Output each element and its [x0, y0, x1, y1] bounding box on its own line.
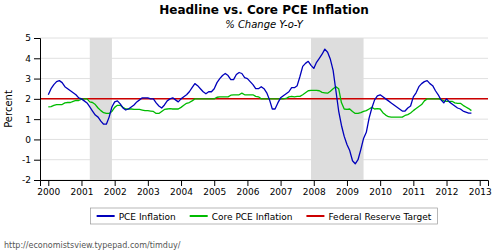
- axis-line: [41, 181, 489, 187]
- tick-mark: [34, 180, 40, 181]
- tick-mark: [34, 160, 40, 161]
- subtitle: % Change Y-o-Y: [225, 19, 303, 30]
- tick-label: 2005: [203, 187, 226, 197]
- tick: 2003: [137, 180, 160, 197]
- legend-label: Federal Reserve Target: [328, 212, 431, 222]
- tick-mark: [447, 180, 448, 186]
- plot-area: [40, 38, 488, 180]
- tick: 2010: [369, 180, 392, 197]
- tick-label: -1: [22, 155, 31, 165]
- source: http://economistsview.typepad.com/timduy…: [4, 241, 181, 250]
- tick-mark: [34, 58, 40, 59]
- tick-mark: [81, 180, 82, 186]
- series-line: [48, 49, 471, 164]
- legend-swatch: [306, 215, 324, 217]
- grid: [40, 38, 488, 180]
- tick: 2004: [170, 180, 193, 197]
- tick-mark: [214, 180, 215, 186]
- tick: 2008: [303, 180, 326, 197]
- tick-label: 2003: [137, 187, 160, 197]
- tick-mark: [34, 79, 40, 80]
- x-axis: 2000 2001 2002 2003 2004 2005 2006 2007 2008 2009…: [37, 180, 491, 197]
- tick-mark: [115, 180, 116, 186]
- tick: 2009: [336, 180, 359, 197]
- legend-item: Core PCE Inflation: [190, 212, 293, 222]
- legend-frame: [91, 208, 438, 224]
- tick: -2: [22, 175, 40, 185]
- legend-item: Federal Reserve Target: [306, 212, 431, 222]
- legend-label: PCE Inflation: [119, 212, 176, 222]
- tick-mark: [34, 99, 40, 100]
- tick-label: 2012: [436, 187, 459, 197]
- tick: 2001: [71, 180, 94, 197]
- tick: 1: [25, 115, 40, 125]
- tick-label: 2009: [336, 187, 359, 197]
- tick-label: 4: [25, 54, 31, 64]
- tick: 2013: [469, 180, 492, 197]
- tick: 3: [25, 74, 40, 84]
- tick-label: 5: [25, 33, 31, 43]
- tick-mark: [281, 180, 282, 186]
- tick: 2006: [236, 180, 259, 197]
- tick-label: 2006: [236, 187, 259, 197]
- tick: 2011: [402, 180, 425, 197]
- legend-item: PCE Inflation: [97, 212, 176, 222]
- tick-label: 2002: [104, 187, 127, 197]
- tick-mark: [247, 180, 248, 186]
- tick: 0: [25, 135, 40, 145]
- tick-mark: [148, 180, 149, 186]
- legend-swatch: [97, 215, 115, 217]
- legend-swatch: [190, 215, 208, 217]
- tick-label: 2000: [37, 187, 60, 197]
- tick-label: 2013: [469, 187, 492, 197]
- tick: 4: [25, 54, 40, 64]
- tick: 2000: [37, 180, 60, 197]
- tick: 2002: [104, 180, 127, 197]
- tick: 5: [25, 33, 40, 43]
- tick-label: 3: [25, 74, 31, 84]
- tick-mark: [48, 180, 49, 186]
- tick-mark: [480, 180, 481, 186]
- y-axis-title: Percent: [3, 90, 14, 128]
- tick: -1: [22, 155, 40, 165]
- tick: 2: [25, 94, 40, 104]
- tick-label: 0: [25, 135, 31, 145]
- chart: Headline vs. Core PCE Inflation % Change …: [0, 0, 500, 252]
- legend: PCE Inflation Core PCE Inflation Federal R…: [91, 208, 438, 224]
- tick-label: 1: [25, 115, 31, 125]
- title: Headline vs. Core PCE Inflation: [159, 3, 369, 17]
- axis-line: [34, 39, 41, 181]
- tick: 2007: [270, 180, 293, 197]
- tick-mark: [181, 180, 182, 186]
- series-line: [48, 87, 471, 117]
- tick-mark: [34, 119, 40, 120]
- tick-mark: [314, 180, 315, 186]
- tick-mark: [380, 180, 381, 186]
- tick-label: 2007: [270, 187, 293, 197]
- tick-label: 2: [25, 94, 31, 104]
- tick-label: 2004: [170, 187, 193, 197]
- tick-label: 2001: [71, 187, 94, 197]
- tick-mark: [413, 180, 414, 186]
- tick-label: 2008: [303, 187, 326, 197]
- tick: 2005: [203, 180, 226, 197]
- legend-label: Core PCE Inflation: [212, 212, 293, 222]
- tick-mark: [347, 180, 348, 186]
- tick-label: 2011: [402, 187, 425, 197]
- tick-label: 2010: [369, 187, 392, 197]
- tick-mark: [34, 139, 40, 140]
- tick-mark: [34, 38, 40, 39]
- tick-label: -2: [22, 175, 31, 185]
- tick: 2012: [436, 180, 459, 197]
- recession-band: [90, 38, 112, 180]
- y-axis: -2 -1 0 1 2 3 4 5: [22, 33, 40, 185]
